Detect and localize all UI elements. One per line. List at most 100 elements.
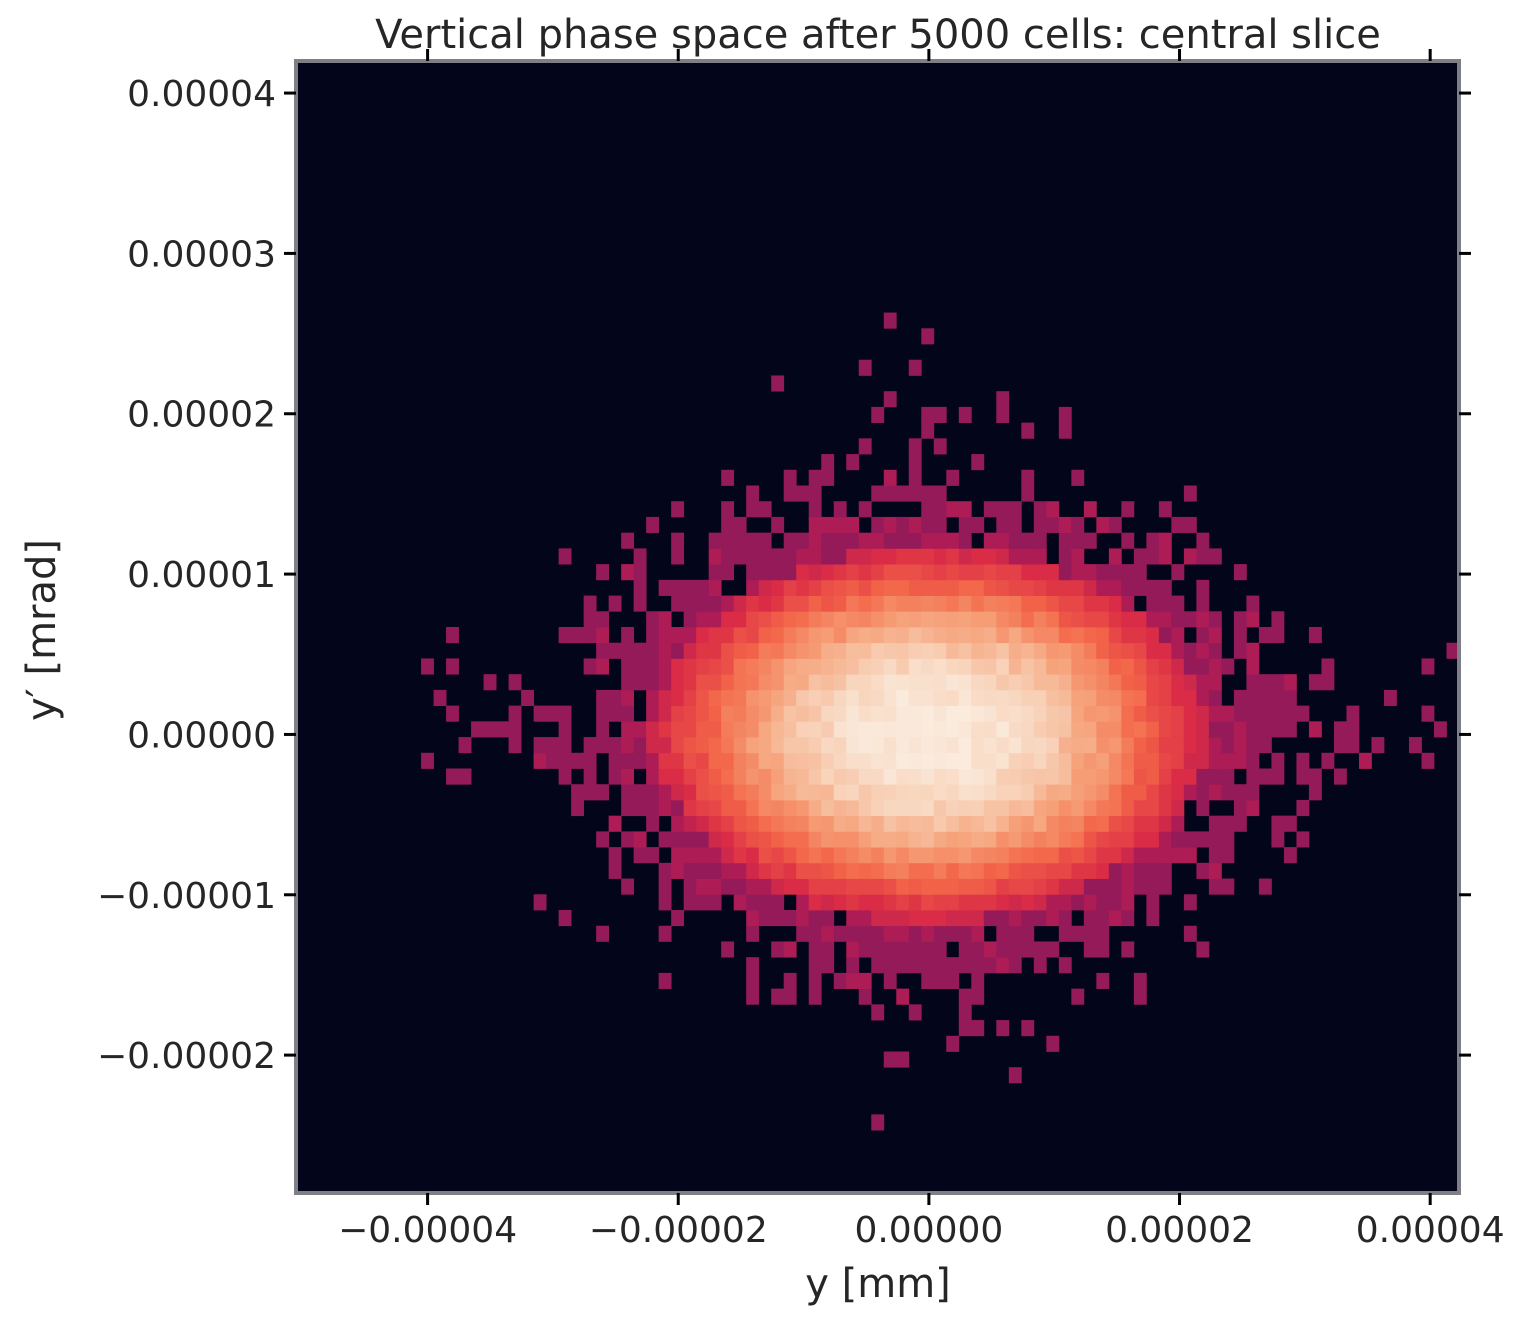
heatmap-cell: [1196, 941, 1209, 957]
heatmap-cell: [1084, 658, 1097, 674]
heatmap-cell: [621, 627, 634, 643]
heatmap-cell: [659, 769, 672, 785]
heatmap-cell: [809, 800, 822, 816]
heatmap-cell: [971, 454, 984, 470]
heatmap-cell: [984, 658, 997, 674]
heatmap-cell: [934, 863, 947, 879]
heatmap-cell: [934, 501, 947, 517]
heatmap-cell: [846, 674, 859, 690]
heatmap-cell: [759, 784, 772, 800]
heatmap-cell: [909, 564, 922, 580]
x-axis-label: y [mm]: [805, 1261, 951, 1307]
heatmap-cell: [959, 831, 972, 847]
heatmap-cell: [909, 957, 922, 973]
heatmap-cell: [896, 926, 909, 942]
heatmap-cell: [921, 879, 934, 895]
heatmap-cell: [671, 753, 684, 769]
heatmap-cell: [1196, 863, 1209, 879]
heatmap-cell: [1059, 674, 1072, 690]
heatmap-cell: [821, 454, 834, 470]
heatmap-cell: [1109, 769, 1122, 785]
heatmap-cell: [834, 533, 847, 549]
heatmap-cell: [1009, 580, 1022, 596]
heatmap-cell: [596, 658, 609, 674]
heatmap-cell: [1171, 596, 1184, 612]
heatmap-cell: [1084, 910, 1097, 926]
heatmap-cell: [934, 784, 947, 800]
heatmap-cell: [1171, 784, 1184, 800]
heatmap-cell: [946, 831, 959, 847]
heatmap-cell: [846, 847, 859, 863]
heatmap-cell: [784, 847, 797, 863]
heatmap-cell: [959, 407, 972, 423]
heatmap-cell: [1209, 831, 1222, 847]
heatmap-cell: [746, 926, 759, 942]
heatmap-cell: [1084, 831, 1097, 847]
heatmap-cell: [984, 721, 997, 737]
heatmap-cell: [959, 847, 972, 863]
heatmap-cell: [984, 564, 997, 580]
heatmap-cell: [1196, 658, 1209, 674]
heatmap-cell: [796, 847, 809, 863]
heatmap-cell: [1021, 753, 1034, 769]
heatmap-cell: [984, 831, 997, 847]
heatmap-cell: [896, 910, 909, 926]
heatmap-cell: [1084, 596, 1097, 612]
heatmap-cell: [571, 784, 584, 800]
heatmap-cell: [1196, 627, 1209, 643]
heatmap-cell: [884, 643, 897, 659]
heatmap-cell: [1159, 816, 1172, 832]
heatmap-cell: [1084, 533, 1097, 549]
heatmap-cell: [1009, 926, 1022, 942]
heatmap-cell: [671, 910, 684, 926]
heatmap-cell: [696, 674, 709, 690]
heatmap-cell: [1246, 784, 1259, 800]
heatmap-cell: [834, 501, 847, 517]
heatmap-cell: [696, 690, 709, 706]
heatmap-cell: [809, 784, 822, 800]
heatmap-cell: [1009, 627, 1022, 643]
heatmap-cell: [771, 910, 784, 926]
heatmap-cell: [1009, 1067, 1022, 1083]
heatmap-cell: [809, 706, 822, 722]
heatmap-cell: [734, 879, 747, 895]
heatmap-cell: [809, 737, 822, 753]
heatmap-cell: [834, 926, 847, 942]
heatmap-cell: [709, 769, 722, 785]
heatmap-cell: [921, 706, 934, 722]
heatmap-cell: [1221, 737, 1234, 753]
heatmap-cell: [921, 910, 934, 926]
heatmap-cell: [771, 596, 784, 612]
heatmap-cell: [671, 737, 684, 753]
heatmap-cell: [984, 941, 997, 957]
heatmap-cell: [809, 816, 822, 832]
heatmap-cell: [959, 894, 972, 910]
heatmap-cell: [871, 737, 884, 753]
heatmap-cell: [509, 721, 522, 737]
heatmap-cell: [1121, 910, 1134, 926]
heatmap-cell: [846, 784, 859, 800]
heatmap-cell: [709, 643, 722, 659]
heatmap-cell: [859, 611, 872, 627]
heatmap-cell: [784, 643, 797, 659]
heatmap-cell: [1221, 769, 1234, 785]
heatmap-cell: [746, 831, 759, 847]
heatmap-cell: [996, 957, 1009, 973]
heatmap-cell: [921, 721, 934, 737]
heatmap-cell: [834, 847, 847, 863]
heatmap-cell: [646, 784, 659, 800]
heatmap-cell: [884, 580, 897, 596]
heatmap-cell: [784, 941, 797, 957]
heatmap-cell: [671, 847, 684, 863]
heatmap-cell: [884, 784, 897, 800]
heatmap-cell: [696, 753, 709, 769]
heatmap-cell: [709, 847, 722, 863]
heatmap-cell: [1109, 894, 1122, 910]
heatmap-cell: [1284, 706, 1297, 722]
heatmap-cell: [871, 941, 884, 957]
heatmap-cell: [984, 737, 997, 753]
heatmap-cell: [1159, 769, 1172, 785]
heatmap-cell: [884, 486, 897, 502]
heatmap-cell: [659, 643, 672, 659]
heatmap-cell: [1046, 737, 1059, 753]
